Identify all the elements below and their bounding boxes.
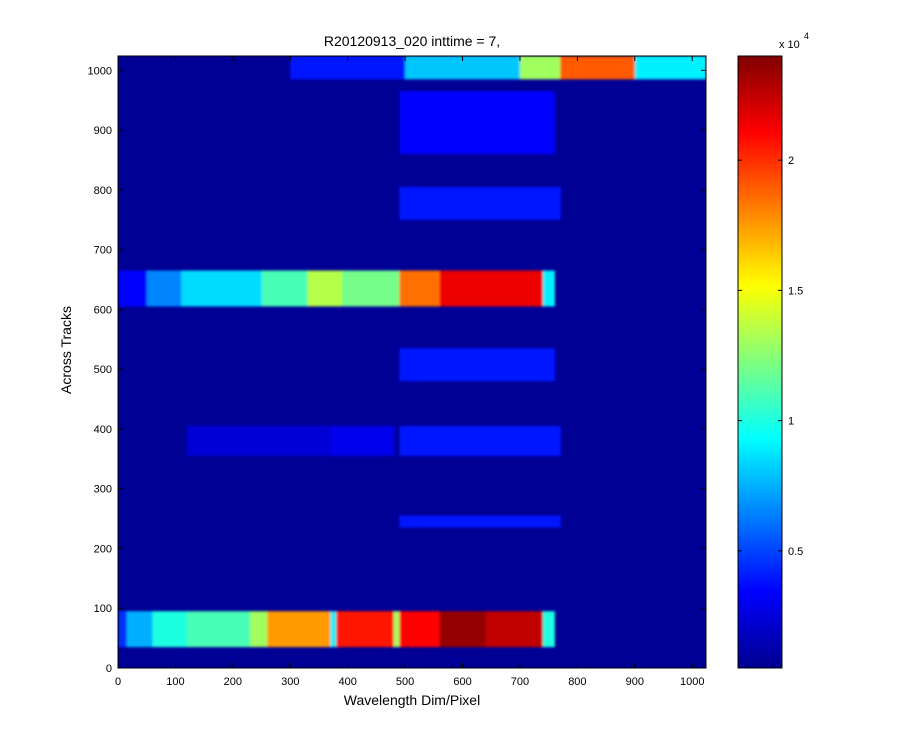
band-segment (560, 56, 636, 80)
y-axis: 0 100 200 300 400 500 600 700 800 900 1000 (88, 65, 706, 675)
x-tick-label: 900 (626, 676, 644, 688)
band-segment (186, 425, 331, 456)
colorbar-tick-label: 1.5 (788, 285, 803, 297)
band-segment (290, 56, 406, 80)
colorbar-tick-label: 0.5 (788, 546, 803, 558)
y-tick-label: 800 (94, 185, 112, 197)
x-axis-label: Wavelength Dim/Pixel (344, 692, 480, 708)
band-0 (118, 611, 555, 648)
band-segment (261, 270, 308, 307)
band-segment (152, 611, 188, 648)
band-segment (405, 56, 521, 80)
band-segment (181, 270, 263, 307)
x-tick-label: 800 (568, 676, 586, 688)
y-tick-label: 1000 (88, 65, 112, 77)
y-tick-label: 300 (94, 484, 112, 496)
x-tick-label: 1000 (680, 676, 704, 688)
x-tick-label: 0 (115, 676, 121, 688)
band-segment (250, 611, 268, 648)
band-segment (399, 348, 555, 382)
band-segment (126, 611, 153, 648)
band-segment (118, 611, 128, 648)
x-tick-label: 700 (511, 676, 529, 688)
band-segment (399, 425, 561, 456)
intensity-bands (118, 56, 706, 648)
band-segment (542, 611, 555, 648)
y-tick-label: 600 (94, 304, 112, 316)
band-segment (118, 270, 148, 307)
y-tick-label: 700 (94, 245, 112, 257)
band-segment (330, 611, 337, 648)
band-segment (393, 611, 400, 648)
band-segment (542, 270, 555, 307)
band-segment (186, 611, 251, 648)
colorbar-tick-label: 2 (788, 155, 794, 167)
band-segment (399, 270, 441, 307)
band-segment (439, 270, 544, 307)
colorbar-tick-label: 1 (788, 416, 794, 428)
x-tick-label: 200 (224, 676, 242, 688)
colorbar (737, 55, 783, 669)
band-4 (118, 270, 555, 307)
band-segment (439, 611, 486, 648)
band-6 (399, 91, 555, 155)
band-segment (399, 515, 561, 528)
y-tick-label: 0 (106, 663, 112, 675)
x-tick-label: 100 (166, 676, 184, 688)
band-segment (634, 56, 706, 80)
band-segment (330, 425, 395, 456)
band-segment (485, 611, 544, 648)
band-segment (399, 91, 555, 155)
band-5 (399, 186, 561, 220)
band-segment (146, 270, 182, 307)
y-tick-label: 100 (94, 603, 112, 615)
chart-title: R20120913_020 inttime = 7, (324, 33, 500, 49)
y-tick-label: 400 (94, 424, 112, 436)
colorbar-exponent: 4 (804, 31, 809, 41)
band-2 (186, 425, 561, 456)
band-segment (341, 270, 400, 307)
band-3 (399, 348, 555, 382)
colorbar-multiplier: x 10 (779, 39, 800, 51)
y-axis-label: Across Tracks (58, 306, 74, 394)
x-tick-label: 400 (339, 676, 357, 688)
plot-frame (117, 55, 707, 669)
x-tick-label: 300 (281, 676, 299, 688)
x-axis: 0 100 200 300 400 500 600 700 800 900 1000 (115, 56, 704, 688)
band-segment (267, 611, 331, 648)
y-tick-label: 500 (94, 364, 112, 376)
band-1 (399, 515, 561, 528)
band-segment (399, 186, 561, 220)
band-segment (399, 611, 441, 648)
y-tick-label: 900 (94, 125, 112, 137)
y-tick-label: 200 (94, 543, 112, 555)
band-7 (290, 56, 706, 80)
colorbar-ticks: 0.5 1 1.5 2 (738, 155, 803, 558)
x-tick-label: 500 (396, 676, 414, 688)
x-tick-label: 600 (453, 676, 471, 688)
band-segment (307, 270, 343, 307)
band-segment (336, 611, 395, 648)
band-segment (519, 56, 561, 80)
